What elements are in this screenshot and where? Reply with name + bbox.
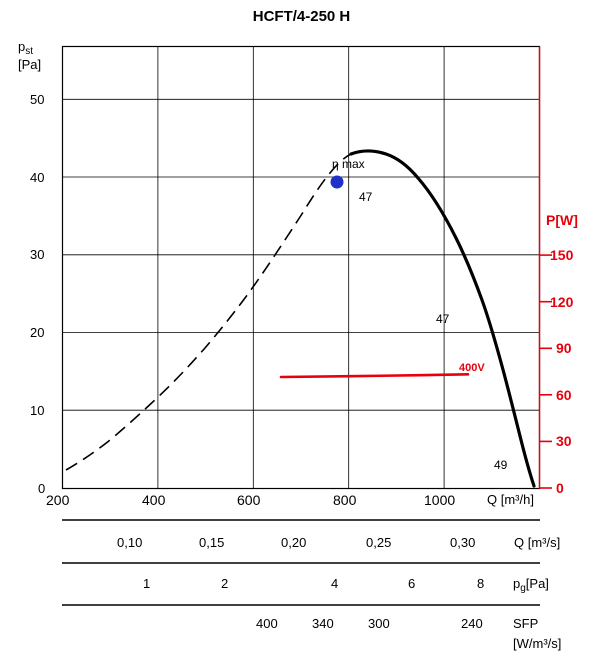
pst-curve-dashed — [65, 153, 352, 471]
grid-horizontal — [62, 98, 540, 411]
chart-title-text: HCFT/4-250 H — [252, 8, 351, 25]
x-row3-tick-0: 1 — [143, 576, 151, 591]
pst-curve-solid — [349, 149, 536, 488]
right-axis-ticks — [539, 254, 552, 489]
x-row2-tick-4: 0,30 — [450, 535, 476, 550]
x-row4-tick-1: 340 — [312, 616, 334, 631]
y-tick-right-90: 90 — [556, 340, 572, 356]
x-row2-tick-0: 0,10 — [117, 535, 143, 550]
y-axis-left-label-unit: [Pa] — [18, 57, 42, 72]
x-row4-tick-2: 300 — [368, 616, 390, 631]
x-row3-tick-4: 8 — [477, 576, 485, 591]
annotation-eff-47-b: 47 — [436, 312, 450, 326]
x-axis-row4-unit: [W/m³/s] — [513, 636, 562, 651]
x-axis-row3-unit: [Pa] — [525, 576, 549, 591]
y-tick-left-0: 0 — [38, 481, 46, 496]
x-axis-row3-sub: g — [520, 583, 526, 594]
x-row2-tick-3: 0,25 — [366, 535, 392, 550]
x-tick-200: 200 — [46, 492, 70, 508]
y-axis-right-label: P[W] — [546, 212, 578, 228]
y-axis-left-label-sub: st — [25, 46, 34, 57]
x-axis-main-label: Q [m³/h] — [487, 492, 534, 507]
y-tick-right-120: 120 — [550, 294, 574, 310]
x-tick-800: 800 — [333, 492, 357, 508]
x-row3-tick-3: 6 — [408, 576, 416, 591]
x-axis-row2-label: Q [m³/s] — [514, 535, 561, 550]
grid-vertical — [157, 46, 445, 489]
x-row4-tick-3: 240 — [461, 616, 483, 631]
x-tick-400: 400 — [142, 492, 166, 508]
annotation-eta-max: η max — [332, 157, 365, 171]
y-tick-left-40: 40 — [30, 170, 45, 185]
x-tick-600: 600 — [237, 492, 261, 508]
y-tick-right-30: 30 — [556, 433, 572, 449]
x-row3-tick-2: 4 — [331, 576, 339, 591]
y-tick-right-0: 0 — [556, 480, 564, 496]
y-tick-left-30: 30 — [30, 247, 45, 262]
annotation-eff-49: 49 — [494, 458, 508, 472]
x-axis-row3-p: p — [513, 576, 521, 591]
x-row2-tick-2: 0,20 — [281, 535, 307, 550]
y-axis-left-label-p: p — [18, 39, 26, 54]
x-row3-tick-1: 2 — [221, 576, 229, 591]
x-row4-tick-0: 400 — [256, 616, 278, 631]
eta-max-marker — [330, 175, 344, 189]
x-tick-1000: 1000 — [424, 492, 456, 508]
power-curve-400v — [279, 373, 470, 379]
chart-title: HCFT/4-250 H — [0, 8, 603, 25]
y-tick-left-10: 10 — [30, 403, 45, 418]
y-tick-right-150: 150 — [550, 247, 574, 263]
annotation-eff-47-a: 47 — [359, 190, 373, 204]
x-row2-tick-1: 0,15 — [199, 535, 225, 550]
y-tick-left-50: 50 — [30, 92, 45, 107]
x-axis-row4-label: SFP — [513, 616, 539, 631]
annotation-voltage-400v: 400V — [459, 362, 485, 374]
x-axis-row3-label: pg[Pa] — [513, 576, 549, 594]
y-tick-right-60: 60 — [556, 387, 572, 403]
y-tick-left-20: 20 — [30, 325, 45, 340]
y-axis-left-label: pst [Pa] — [18, 40, 41, 71]
